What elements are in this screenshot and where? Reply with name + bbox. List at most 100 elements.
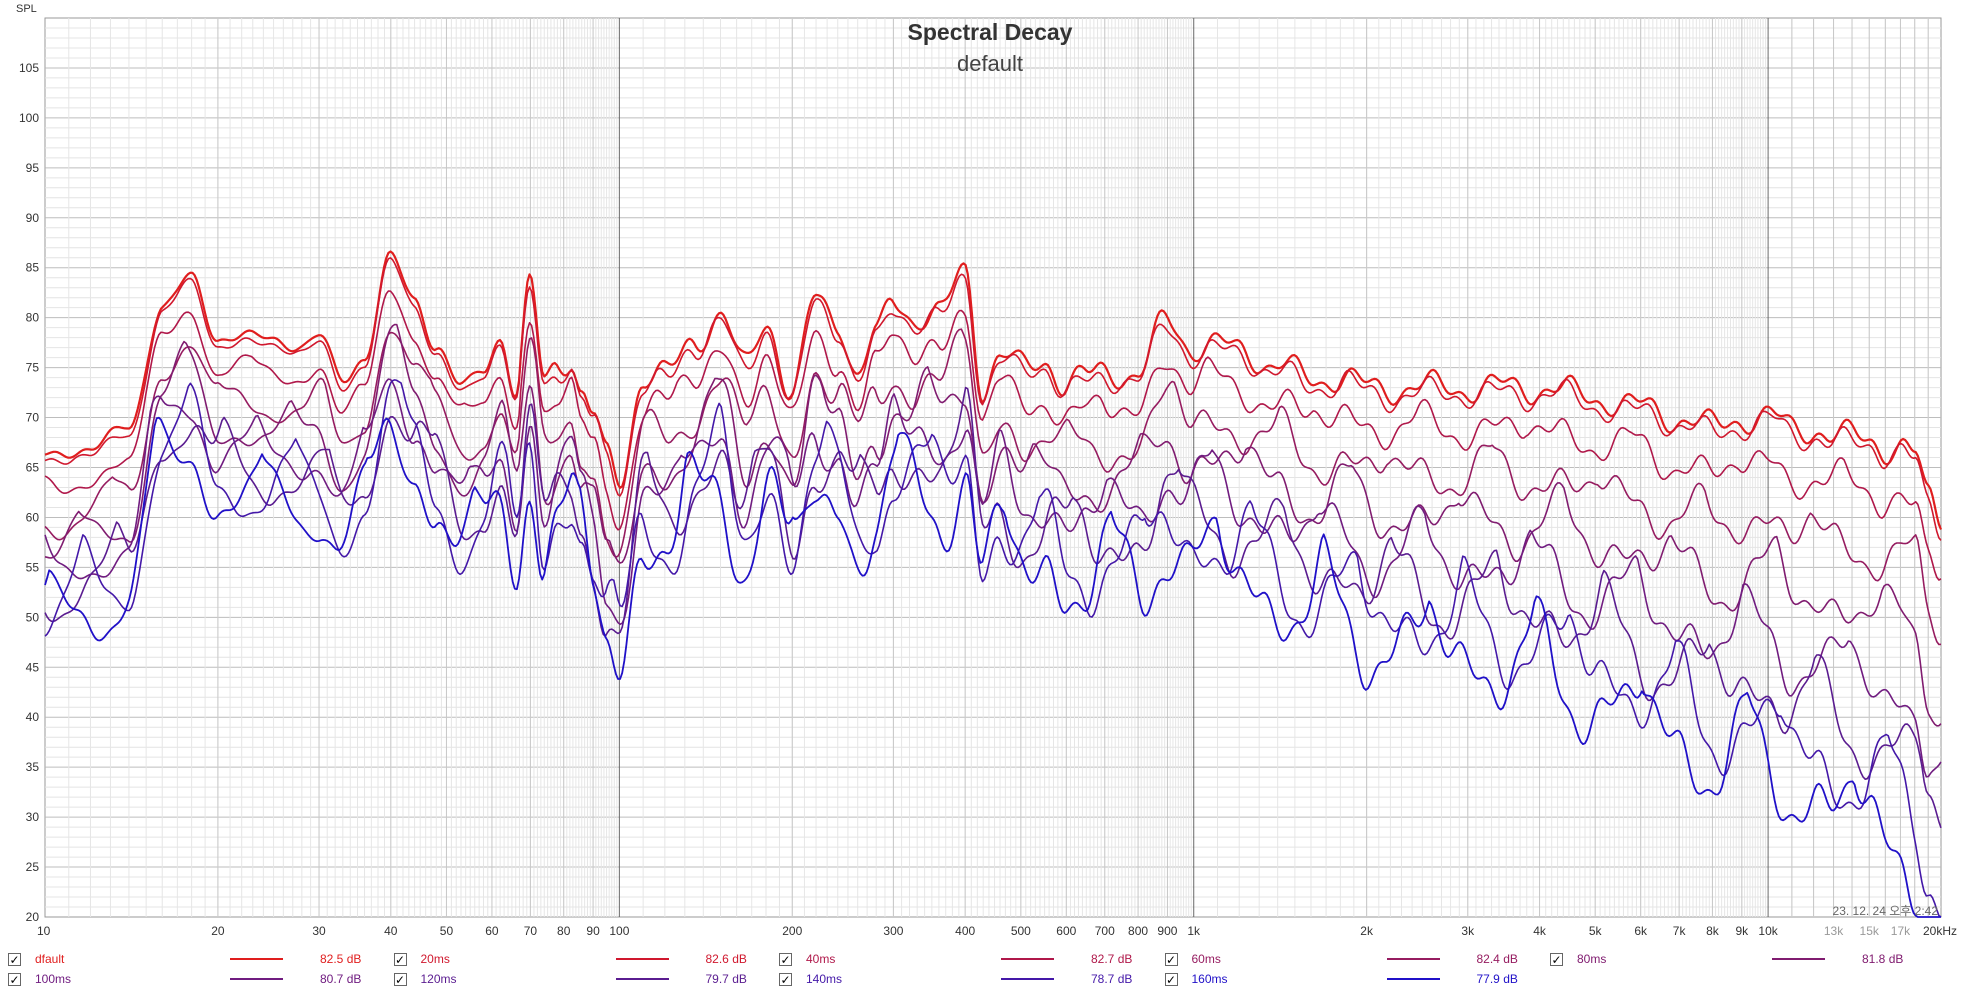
x-tick-label: 5k [1589,924,1603,938]
x-tick-label: 10 [37,924,51,938]
y-tick-label: 45 [26,660,40,674]
x-tick-label: 70 [524,924,538,938]
y-tick-label: 95 [26,161,40,175]
legend-value: 77.9 dB [1476,972,1518,986]
x-tick-label: 200 [782,924,802,938]
y-tick-label: 20 [26,910,40,924]
x-tick-label: 40 [384,924,398,938]
legend-checkbox[interactable]: ✓ [8,972,21,987]
legend-value: 82.6 dB [705,952,747,966]
x-tick-label: 2k [1360,924,1374,938]
y-tick-label: 85 [26,261,40,275]
y-tick-label: 100 [19,111,39,125]
legend-item-dfault: ✓ dfault 82.5 dB [8,949,384,969]
series-line-20ms [44,257,1942,541]
legend-item-80ms: ✓ 80ms 81.8 dB [1550,949,1926,969]
legend-checkbox[interactable]: ✓ [1164,972,1178,987]
x-tick-label: 90 [586,924,600,938]
x-tick-label: 4k [1533,924,1547,938]
x-ticks: 10 20 30 40 50 60 70 80 90 100 200 300 400 500 600 700 8… [37,924,1957,938]
x-tick-label: 20kHz [1923,924,1957,938]
legend-series-name: 120ms [420,972,457,986]
legend-series-name: dfault [35,952,65,966]
legend-item-120ms: ✓ 120ms 79.7 dB [393,969,770,989]
y-tick-label: 25 [26,860,40,874]
x-tick-label: 1k [1187,924,1201,938]
legend-checkbox[interactable]: ✓ [8,952,21,967]
legend-item-60ms: ✓ 60ms 82.4 dB [1164,949,1541,969]
x-tick-label: 8k [1706,924,1720,938]
x-tick-label: 800 [1128,924,1148,938]
series-line-dfault [44,250,1943,530]
legend-checkbox[interactable]: ✓ [1550,952,1563,967]
legend-checkbox[interactable]: ✓ [393,952,407,967]
y-tick-label: 75 [26,361,40,375]
y-tick-label: 90 [26,211,40,225]
x-tick-label: 13k [1824,924,1844,938]
y-tick-label: 70 [26,411,40,425]
legend-value: 82.4 dB [1476,952,1518,966]
x-tick-label: 900 [1157,924,1177,938]
legend-line-swatch [1001,978,1054,980]
legend-line-swatch [1772,958,1825,960]
legend-checkbox[interactable]: ✓ [393,972,407,987]
x-tick-label: 10k [1758,924,1778,938]
x-tick-label: 9k [1735,924,1749,938]
legend-line-swatch [1386,958,1440,960]
x-tick-label: 100 [609,924,629,938]
x-tick-label: 80 [557,924,571,938]
series-line-100ms [44,378,1942,778]
legend-line-swatch [1001,958,1054,960]
x-tick-label: 7k [1673,924,1687,938]
y-tick-label: 105 [19,61,39,75]
series-line-80ms [44,323,1942,727]
legend-line-swatch [1386,978,1440,980]
x-tick-label: 60 [485,924,499,938]
x-tick-label: 300 [883,924,903,938]
legend-item-40ms: ✓ 40ms 82.7 dB [779,949,1155,969]
x-tick-label: 600 [1056,924,1076,938]
y-tick-label: 65 [26,461,40,475]
x-tick-label: 20 [211,924,225,938]
x-tick-label: 500 [1011,924,1031,938]
chart-title: Spectral Decay [908,19,1073,45]
legend-value: 79.7 dB [705,972,747,986]
legend-checkbox[interactable]: ✓ [779,952,792,967]
legend-series-name: 80ms [1577,952,1607,966]
legend-checkbox[interactable]: ✓ [1164,952,1178,967]
legend-value: 82.7 dB [1091,952,1133,966]
timestamp: 23. 12. 24 오후 2:42 [1833,904,1939,918]
legend-line-swatch [230,958,283,960]
legend-line-swatch [230,978,283,980]
y-tick-label: 55 [26,560,40,574]
y-ticks: 25 30 35 40 45 50 55 60 65 70 75 80 85 90 95 100 105 20 [19,61,39,924]
legend-series-name: 140ms [806,972,843,986]
series-line-140ms [44,379,1942,918]
legend-value: 81.8 dB [1862,952,1904,966]
series-lines [44,250,1943,918]
y-tick-label: 60 [26,510,40,524]
legend-series-name: 100ms [35,972,72,986]
y-tick-label: 40 [26,710,40,724]
legend-item-160ms: ✓ 160ms 77.9 dB [1164,969,1541,989]
x-tick-label: 15k [1860,924,1880,938]
x-tick-label: 30 [312,924,326,938]
legend-series-name: 40ms [806,952,836,966]
chart-subtitle: default [957,51,1023,76]
legend-checkbox[interactable]: ✓ [779,972,792,987]
legend-value: 80.7 dB [320,972,362,986]
legend: ✓ dfault 82.5 dB ✓ 20ms 82.6 dB ✓ 40ms 82.7 dB ✓ 6… [0,948,1962,1001]
y-tick-label: 35 [26,760,40,774]
y-tick-label: 80 [26,311,40,325]
legend-item-140ms: ✓ 140ms 78.7 dB [779,969,1155,989]
legend-line-swatch [615,958,669,960]
x-tick-label: 700 [1095,924,1115,938]
y-tick-label: 50 [26,610,40,624]
y-axis-label: SPL [16,3,37,15]
x-tick-label: 17k [1891,924,1911,938]
x-tick-label: 400 [955,924,975,938]
legend-series-name: 20ms [420,952,450,966]
y-tick-label: 30 [26,810,40,824]
legend-series-name: 60ms [1191,952,1221,966]
